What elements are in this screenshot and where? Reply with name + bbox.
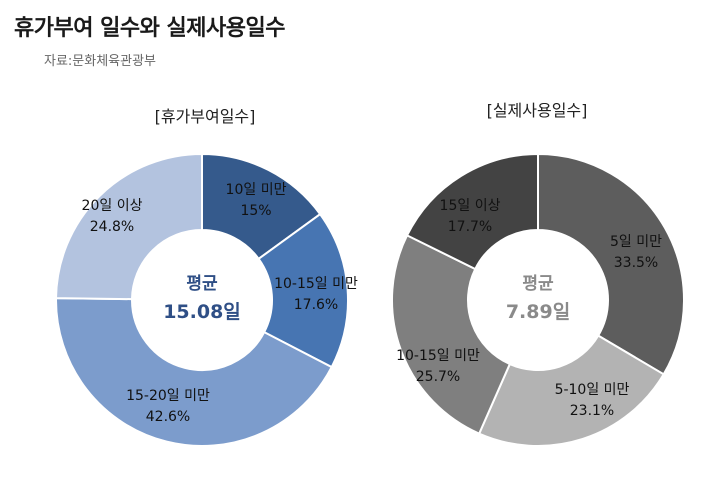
donut-1-slice-4-value: 24.8% [90,219,134,235]
donut-1-slice-4 [54,152,203,301]
chart-title: 휴가부여 일수와 실제사용일수 [14,16,285,41]
donut-1-slice-2-value: 17.6% [294,297,338,313]
donut-1-slice-3-value: 42.6% [146,409,190,425]
donut-1-slice-1-label: 10일 미만 [226,182,287,198]
donut-1-slice-3 [55,297,334,447]
donut-1-center-label: 평균 [186,274,218,294]
source-note: 자료:문화체육관광부 [44,54,157,69]
donut-2-slice-2 [477,334,666,447]
donut-2-slice-2-label: 5-10일 미만 [555,382,630,398]
donut-1-slice-3-label: 15-20일 미만 [126,388,210,404]
donut-2-slice-1 [537,152,685,376]
donut-2-slice-3-label: 10-15일 미만 [396,348,480,364]
donut-2-slice-3 [391,234,512,435]
donut-2-title: [실제사용일수] [486,101,588,120]
donut-1-slice-2 [257,212,349,369]
donut-1-slice-1-value: 15% [240,203,271,219]
donut-2-center-value: 7.89일 [506,301,570,323]
donut-1-slice-4-label: 20일 이상 [82,198,143,214]
donut-2-slice-3-value: 25.7% [416,369,460,385]
donut-2-slice-4 [405,152,539,271]
donut-2-center-label: 평균 [522,274,554,294]
donut-2-slice-1-value: 33.5% [614,255,658,271]
donut-1-slice-2-label: 10-15일 미만 [274,276,358,292]
donut-2-slice-2-value: 23.1% [570,403,614,419]
donut-1-center-value: 15.08일 [163,301,241,323]
donut-2-slice-4-value: 17.7% [448,219,492,235]
donut-1-title: [휴가부여일수] [154,107,256,126]
donut-2-slice-1-label: 5일 미만 [610,234,662,250]
donut-2-slice-4-label: 15일 이상 [440,198,501,214]
